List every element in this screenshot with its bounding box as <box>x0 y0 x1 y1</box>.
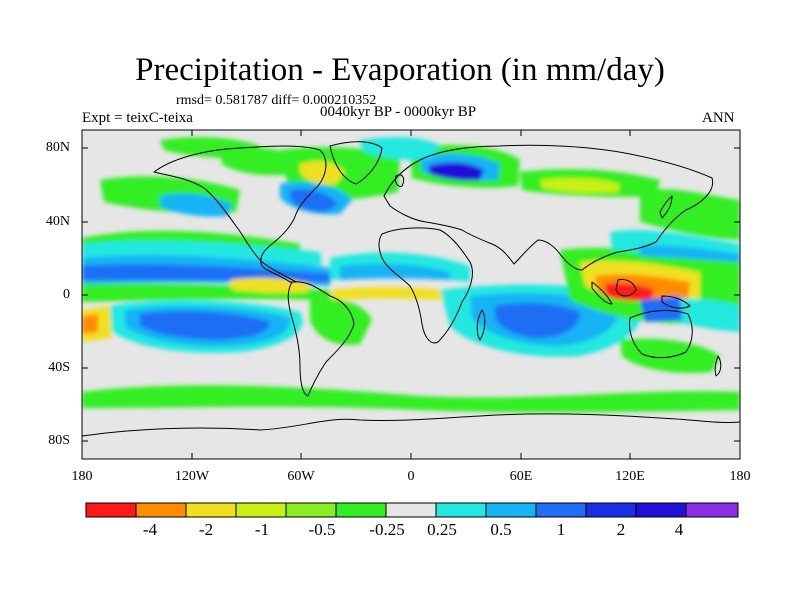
field-patch <box>540 177 620 193</box>
lat-label-80s: 80S <box>48 433 70 448</box>
colorbar-bin <box>586 503 636 517</box>
colorbar-bin <box>436 503 486 517</box>
colorbar-label: 0.5 <box>490 520 512 539</box>
experiment-label: Expt = teixC-teixa <box>82 110 193 126</box>
lon-label-60e: 60E <box>509 469 533 484</box>
coastline-north-america <box>153 145 327 283</box>
colorbar-bin <box>636 503 686 517</box>
field-patch <box>300 161 345 185</box>
coastline-africa <box>378 227 473 344</box>
field-patch <box>495 303 580 338</box>
colorbar-label: 1 <box>556 520 566 539</box>
coastline-uk <box>395 174 405 187</box>
colorbar-bin <box>386 503 436 517</box>
lat-label-80n: 80N <box>45 140 70 155</box>
field-patch <box>605 283 655 301</box>
field-patch <box>640 296 682 322</box>
field-patch <box>82 385 740 413</box>
colorbar-label: -1 <box>254 520 270 539</box>
coastline-sumatra <box>591 281 613 305</box>
field-patch <box>140 311 270 340</box>
field-patch <box>360 137 440 160</box>
coastline-madagascar <box>476 309 486 341</box>
coastline-borneo <box>615 279 637 297</box>
colorbar-label: -4 <box>142 520 158 539</box>
lon-label-120w: 120W <box>174 469 210 484</box>
coastline-new-guinea <box>661 295 691 309</box>
lon-ticks <box>81 130 741 459</box>
field-patch <box>160 193 232 217</box>
lat-ticks <box>82 147 740 442</box>
colorbar-bin <box>686 503 738 517</box>
field-patch <box>332 287 470 302</box>
colorbar-label: -2 <box>198 520 214 539</box>
colorbar-bin <box>536 503 586 517</box>
map-title: Precipitation - Evaporation (in mm/day) <box>135 52 665 88</box>
field-layer <box>82 137 740 413</box>
lon-label-180w: 180 <box>71 469 93 484</box>
field-patch <box>340 264 450 280</box>
colorbar-bin <box>186 503 236 517</box>
field-patch <box>160 137 260 158</box>
colorbar-label: -0.5 <box>308 520 336 539</box>
field-patch <box>290 188 338 212</box>
coastline-australia <box>629 310 693 359</box>
period-label: 0040kyr BP - 0000kyr BP <box>320 104 477 120</box>
coastline-new-zealand <box>714 355 722 377</box>
colorbar-bin <box>136 503 186 517</box>
lon-label-60w: 60W <box>287 469 315 484</box>
lon-label-120e: 120E <box>615 469 645 484</box>
coastline-south-america <box>287 281 355 397</box>
coastline-eurasia <box>383 144 714 271</box>
season-label: ANN <box>702 110 735 126</box>
field-patch <box>640 245 740 262</box>
field-patch <box>428 162 484 181</box>
field-patch <box>82 314 98 334</box>
field-patch <box>640 189 740 240</box>
colorbar-bin <box>486 503 536 517</box>
stats-line: rmsd= 0.581787 diff= 0.000210352 <box>176 93 377 108</box>
colorbar <box>85 502 739 518</box>
colorbar-bin <box>286 503 336 517</box>
lon-label-0: 0 <box>407 469 415 484</box>
coastline-greenland <box>329 141 383 185</box>
field-patch <box>620 338 720 374</box>
field-patch <box>310 298 372 345</box>
coastline-antarctica <box>82 413 740 437</box>
colorbar-label: -0.25 <box>369 520 405 539</box>
colorbar-label: 0.25 <box>427 520 457 539</box>
colorbar-label: 4 <box>674 520 684 539</box>
colorbar-bin <box>336 503 386 517</box>
lat-label-40s: 40S <box>48 360 70 375</box>
lon-label-180e: 180 <box>729 469 751 484</box>
colorbar-bin <box>86 503 136 517</box>
coastlines <box>82 141 740 437</box>
lat-label-40n: 40N <box>45 214 70 229</box>
coastline-japan <box>659 195 673 219</box>
field-patch <box>82 264 330 282</box>
colorbar-label: 2 <box>616 520 626 539</box>
colorbar-frame <box>85 502 739 518</box>
lat-label-0: 0 <box>63 287 70 302</box>
colorbar-bin <box>236 503 286 517</box>
